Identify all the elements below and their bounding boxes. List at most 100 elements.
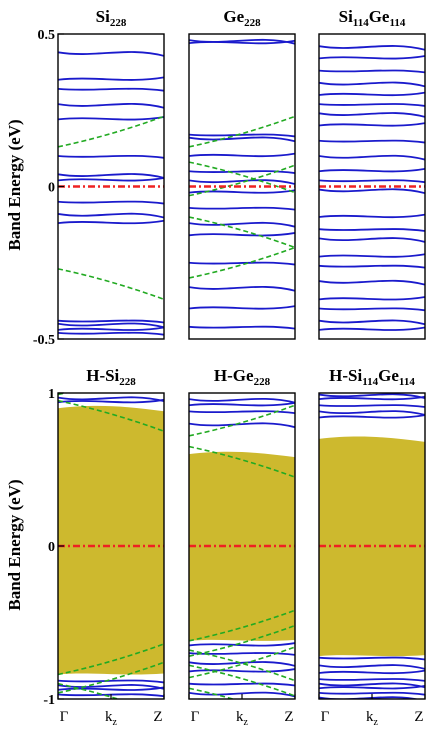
dashed-band-line [189, 624, 295, 657]
dashed-band-line [58, 661, 164, 694]
dashed-band-line [189, 216, 295, 249]
panel-4: 1 0 -1 H-Si228 Γ kz Z [43, 366, 165, 728]
band-line [319, 112, 425, 118]
y-tick-label: 0 [48, 540, 55, 555]
dashed-band-line [189, 664, 295, 697]
band-line [189, 682, 295, 687]
y-tick-label: -0.5 [33, 333, 55, 348]
panel-1: 0.5 0 -0.5 Si228 [33, 7, 165, 348]
band-line [58, 319, 164, 324]
dashed-band-line [189, 115, 295, 148]
dashed-band-line [189, 404, 295, 437]
band-line [58, 331, 164, 336]
band-line [319, 669, 425, 675]
band-line [319, 55, 425, 60]
band-line [58, 396, 164, 403]
band-line [189, 397, 295, 404]
band-line [319, 678, 425, 682]
panel-frame [318, 33, 426, 340]
x-tick-label: Γ [191, 709, 200, 725]
band-gap-region [319, 436, 425, 657]
band-line [319, 319, 425, 326]
band-line [189, 642, 295, 647]
band-line [189, 206, 295, 211]
band-line [319, 81, 425, 88]
band-line [319, 279, 425, 286]
band-line [189, 133, 295, 138]
y-axis-label-top: Band Energy (eV) [5, 119, 24, 250]
band-line [189, 152, 295, 158]
y-tick-label: 1 [48, 387, 55, 402]
band-line [319, 307, 425, 312]
y-axis-label-bottom: Band Energy (eV) [5, 479, 24, 610]
band-line [319, 656, 425, 661]
panel-3: Si114Ge114 [318, 7, 426, 340]
band-line [189, 661, 295, 667]
band-line [319, 237, 425, 243]
band-line [189, 38, 295, 45]
band-line [319, 154, 425, 161]
y-tick-label: 0.5 [38, 28, 56, 43]
band-line [319, 213, 425, 219]
band-line [319, 326, 425, 331]
band-line [319, 682, 425, 689]
band-line [319, 404, 425, 408]
band-line [58, 219, 164, 225]
band-line [319, 664, 425, 670]
panel-2-plot-area [189, 38, 295, 330]
band-line [58, 76, 164, 81]
dashed-band-line [189, 445, 295, 478]
band-line [319, 139, 425, 144]
dashed-band-line [189, 609, 295, 642]
panel-3-plot-area [319, 45, 425, 331]
dashed-band-line [189, 687, 236, 699]
dashed-band-line [58, 399, 164, 433]
band-line [189, 136, 295, 143]
band-line [189, 325, 295, 330]
band-line [319, 228, 425, 232]
x-tick-label: kz [236, 709, 249, 728]
panel-6-plot-area [319, 393, 425, 699]
band-gap-region [58, 405, 164, 675]
panel-title: Ge228 [223, 7, 261, 29]
panel-1-plot-area [58, 51, 164, 336]
panel-title: H-Si114Ge114 [329, 366, 415, 388]
band-line [319, 69, 425, 74]
x-tick-label: Γ [321, 709, 330, 725]
band-line [319, 691, 425, 696]
band-line [58, 51, 164, 57]
dashed-band-line [58, 643, 164, 676]
band-line [319, 103, 425, 107]
band-line [319, 685, 425, 690]
band-line [319, 167, 425, 173]
band-line [319, 91, 425, 97]
band-line [58, 679, 164, 684]
band-line [189, 179, 295, 185]
band-line [189, 232, 295, 237]
band-line [319, 122, 425, 127]
band-line [319, 264, 425, 269]
band-line [189, 668, 295, 673]
x-tick-label: Z [153, 709, 162, 725]
band-line [319, 45, 425, 51]
band-line [58, 154, 164, 159]
x-tick-label: kz [105, 709, 118, 728]
band-line [189, 221, 295, 228]
dashed-band-line [189, 164, 295, 197]
dashed-band-line [58, 115, 164, 148]
band-line [58, 116, 164, 121]
band-gap-region [189, 451, 295, 641]
band-line [58, 686, 164, 691]
band-line [189, 305, 295, 310]
panel-title: H-Si228 [86, 366, 136, 388]
panel-2: Ge228 [188, 7, 296, 340]
panel-4-plot-area [58, 393, 164, 699]
panel-5-plot-area [189, 397, 295, 699]
band-line [189, 401, 295, 407]
band-line [189, 422, 295, 429]
dashed-band-line [189, 649, 295, 682]
band-line [58, 173, 164, 179]
panel-frame [188, 33, 296, 340]
band-line [189, 189, 295, 194]
